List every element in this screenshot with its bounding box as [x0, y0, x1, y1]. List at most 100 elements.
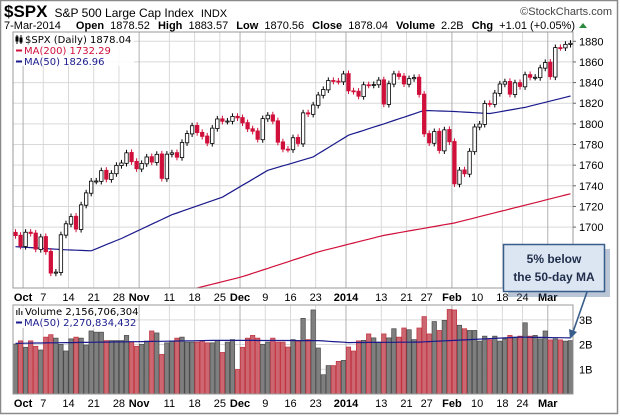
candle-up	[114, 164, 119, 175]
x-tick-label: Dec	[230, 292, 250, 304]
candle-up	[63, 223, 69, 236]
candle-down	[205, 135, 210, 144]
volume-legend-bg	[14, 306, 124, 328]
volume-value: 2.2B	[441, 20, 464, 32]
ma200-legend-label: MA(200) 1732.29	[24, 46, 111, 57]
x-tick-label: 23	[310, 398, 322, 410]
candle-down	[417, 76, 422, 95]
volume-bar	[169, 340, 175, 395]
candle-up	[553, 47, 558, 78]
candle-down	[517, 82, 523, 87]
candle-down	[346, 73, 351, 92]
candlestick-icon	[15, 35, 23, 44]
volume-bar	[108, 340, 114, 395]
volume-bar	[361, 340, 367, 395]
candles-layer	[13, 40, 573, 277]
volume-bar	[53, 337, 59, 395]
candle-up	[411, 77, 417, 80]
open-label: Open	[76, 20, 104, 32]
price-y-tick-label: 1860	[579, 57, 603, 69]
annotation-arrow-line	[572, 291, 588, 333]
x-tick-label: 18	[188, 292, 200, 304]
volume-bar	[159, 354, 165, 395]
volume-bar	[315, 347, 321, 395]
volume-bar	[446, 309, 452, 395]
volume-bar	[487, 339, 493, 395]
volume-bar	[113, 340, 119, 395]
volume-bar	[562, 340, 569, 395]
candle-down	[447, 129, 452, 143]
annotation-callout: 5% below the 50-day MA	[502, 243, 610, 339]
x-tick-label: 11	[164, 398, 175, 410]
candle-down	[366, 84, 371, 87]
volume-bar	[557, 339, 563, 395]
exchange: INDX	[201, 8, 228, 20]
candle-up	[179, 142, 185, 158]
volume-panel-border	[12, 304, 574, 395]
price-legend-bg	[14, 33, 134, 66]
candle-down	[174, 152, 180, 158]
candle-up	[497, 83, 502, 94]
volume-bar	[340, 360, 347, 395]
chg-value: +1.01 (+0.05%)	[499, 20, 575, 32]
annotation-line-1: 5% below	[527, 252, 582, 266]
volume-x-axis: Oct 7 14 21 28 Nov 11 18 25 Dec 9 16 23 2014 13 21 27 Feb…	[14, 398, 558, 410]
candle-down	[396, 73, 402, 77]
arrow-head-icon	[569, 329, 577, 339]
volume-bar	[567, 340, 574, 395]
volume-bar	[28, 340, 34, 395]
volume-bar	[451, 309, 458, 395]
x-tick-label: 27	[421, 398, 433, 410]
volume-bar	[335, 361, 341, 395]
close-value: 1878.04	[348, 20, 388, 32]
candle-up	[94, 180, 99, 183]
volume-bar	[250, 335, 256, 395]
candle-down	[306, 112, 311, 115]
volume-bar	[255, 337, 261, 395]
ma200-layer	[196, 193, 571, 289]
security-name: S&P 500 Large Cap Index	[55, 6, 194, 20]
x-tick-label: Nov	[129, 292, 151, 304]
annotation-line-2: the 50-day MA	[513, 270, 595, 284]
x-tick-label: 10	[471, 398, 483, 410]
x-tick-label: 10	[471, 292, 483, 304]
volume-bars-icon	[16, 308, 23, 315]
volume-bar	[492, 335, 498, 395]
candle-up	[290, 137, 296, 151]
candle-up	[361, 84, 366, 98]
volume-bar	[350, 350, 357, 395]
candle-up	[341, 73, 346, 83]
volume-bar	[179, 336, 185, 395]
candle-down	[159, 153, 164, 179]
symbol: $SPX	[4, 2, 48, 21]
candle-down	[275, 120, 280, 143]
volume-bar	[189, 341, 195, 395]
candle-down	[149, 156, 154, 163]
volume-bar	[502, 338, 508, 395]
volume-y-axis: 1B 2B 3B	[579, 315, 592, 376]
volume-bar	[441, 319, 447, 395]
candle-down	[28, 231, 33, 234]
volume-bar	[270, 337, 276, 395]
volume-bar	[421, 316, 427, 395]
candle-down	[33, 232, 38, 250]
x-tick-label: 27	[421, 292, 433, 304]
volume-bar	[396, 336, 402, 395]
volume-bar	[164, 342, 170, 395]
copyright-link[interactable]: ©StockCharts.com	[520, 6, 612, 18]
x-tick-label: 7	[40, 292, 46, 304]
volume-bar	[532, 335, 538, 395]
volume-bar	[48, 334, 54, 395]
ma50-line	[15, 95, 571, 252]
candle-down	[356, 90, 361, 97]
volume-bar	[12, 343, 19, 395]
price-y-tick-label: 1740	[579, 181, 603, 193]
candle-down	[129, 152, 134, 163]
candle-down	[220, 118, 225, 122]
close-label: Close	[312, 20, 342, 32]
x-tick-label: 14	[62, 398, 74, 410]
volume-bar	[547, 339, 553, 395]
volume-bar	[280, 341, 286, 395]
x-tick-label: 24	[516, 398, 528, 410]
